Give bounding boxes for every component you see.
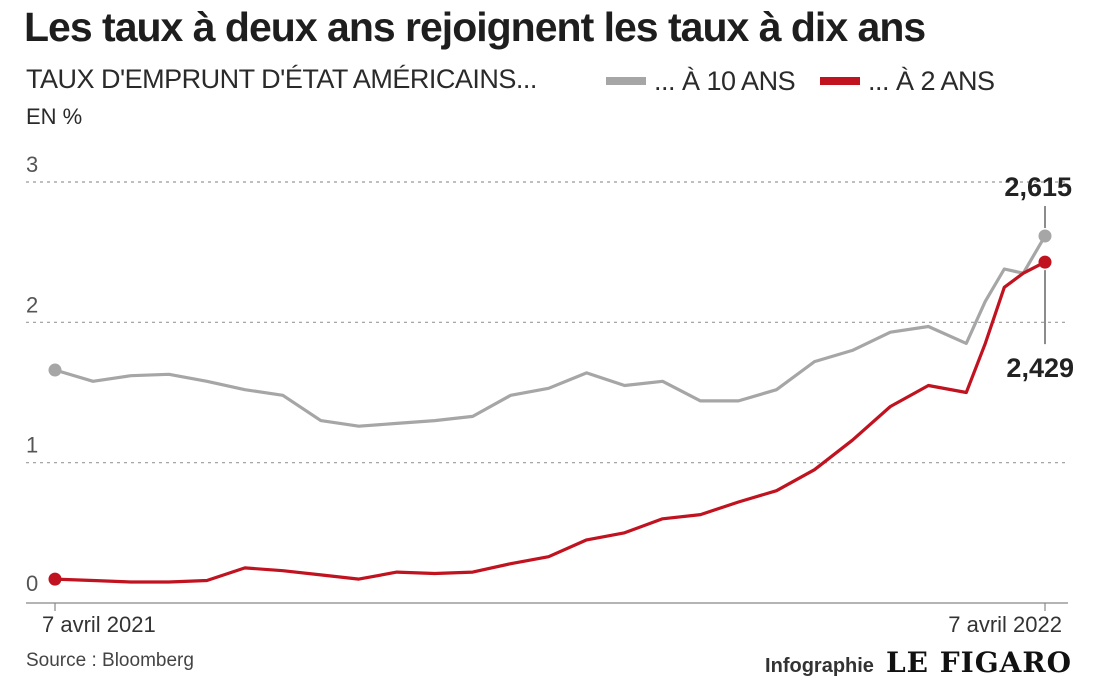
le-figaro-logo: LE FIGARO	[885, 646, 1072, 679]
y-tick-label-1: 1	[26, 433, 38, 458]
y-tick-label-3: 3	[26, 152, 38, 177]
end-point-10-ans	[1038, 229, 1052, 243]
series-line-2-ans	[53, 260, 1047, 584]
chart-subtitle: TAUX D'EMPRUNT D'ÉTAT AMÉRICAINS...	[26, 64, 537, 94]
legend-swatch-2-ans	[820, 77, 860, 85]
y-tick-label-2: 2	[26, 292, 38, 317]
legend-item-10-ans: ... À 10 ANS	[606, 64, 796, 98]
legend-label-2-ans: ... À 2 ANS	[868, 65, 995, 96]
chart-title: Les taux à deux ans rejoignent les taux …	[24, 4, 926, 50]
source-note: Source : Bloomberg	[26, 650, 194, 671]
credit: Infographie LE FIGARO	[765, 646, 1072, 679]
y-tick-label-0: 0	[26, 571, 38, 596]
start-point-2-ans	[48, 572, 62, 586]
legend-item-2-ans: ... À 2 ANS	[820, 64, 995, 98]
start-point-10-ans	[48, 363, 62, 377]
series-line-10-ans	[53, 234, 1047, 428]
legend-swatch-10-ans	[606, 77, 646, 85]
credit-label: Infographie	[765, 655, 874, 677]
x-tick-label-start: 7 avril 2021	[42, 612, 156, 637]
end-label-10-ans: 2,615	[1004, 172, 1072, 202]
legend-label-10-ans: ... À 10 ANS	[654, 65, 796, 96]
y-axis-unit: EN %	[26, 104, 83, 129]
x-tick-label-end: 7 avril 2022	[948, 612, 1062, 637]
end-point-2-ans	[1038, 255, 1052, 269]
end-label-2-ans: 2,429	[1006, 353, 1074, 383]
